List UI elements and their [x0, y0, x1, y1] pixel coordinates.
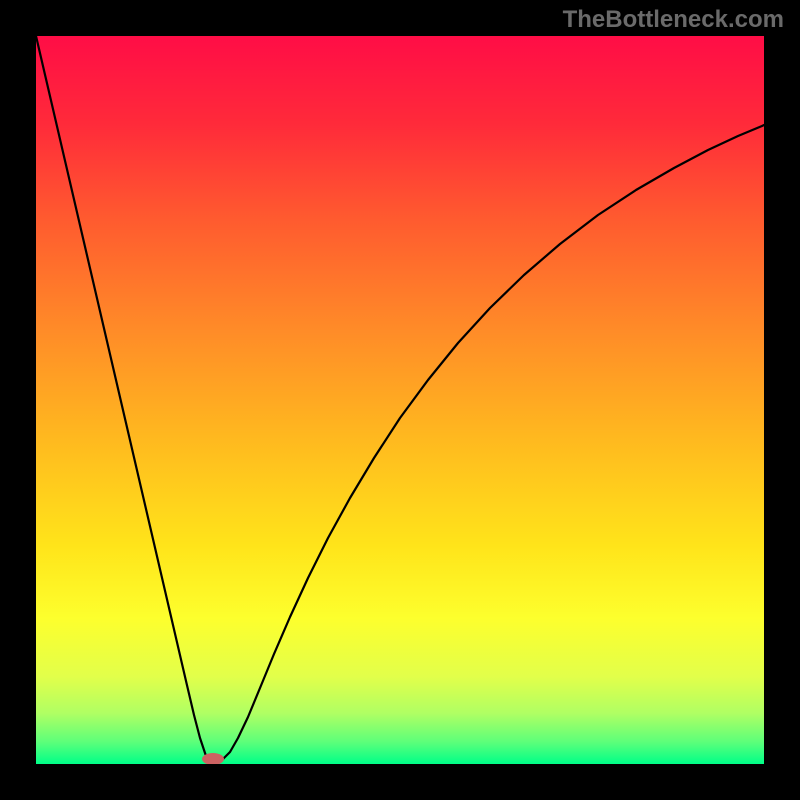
watermark-text: TheBottleneck.com	[563, 6, 784, 34]
bottleneck-curve	[36, 36, 764, 760]
curve-layer	[36, 36, 764, 764]
plot-area	[36, 36, 764, 764]
chart-container: TheBottleneck.com	[0, 0, 800, 800]
